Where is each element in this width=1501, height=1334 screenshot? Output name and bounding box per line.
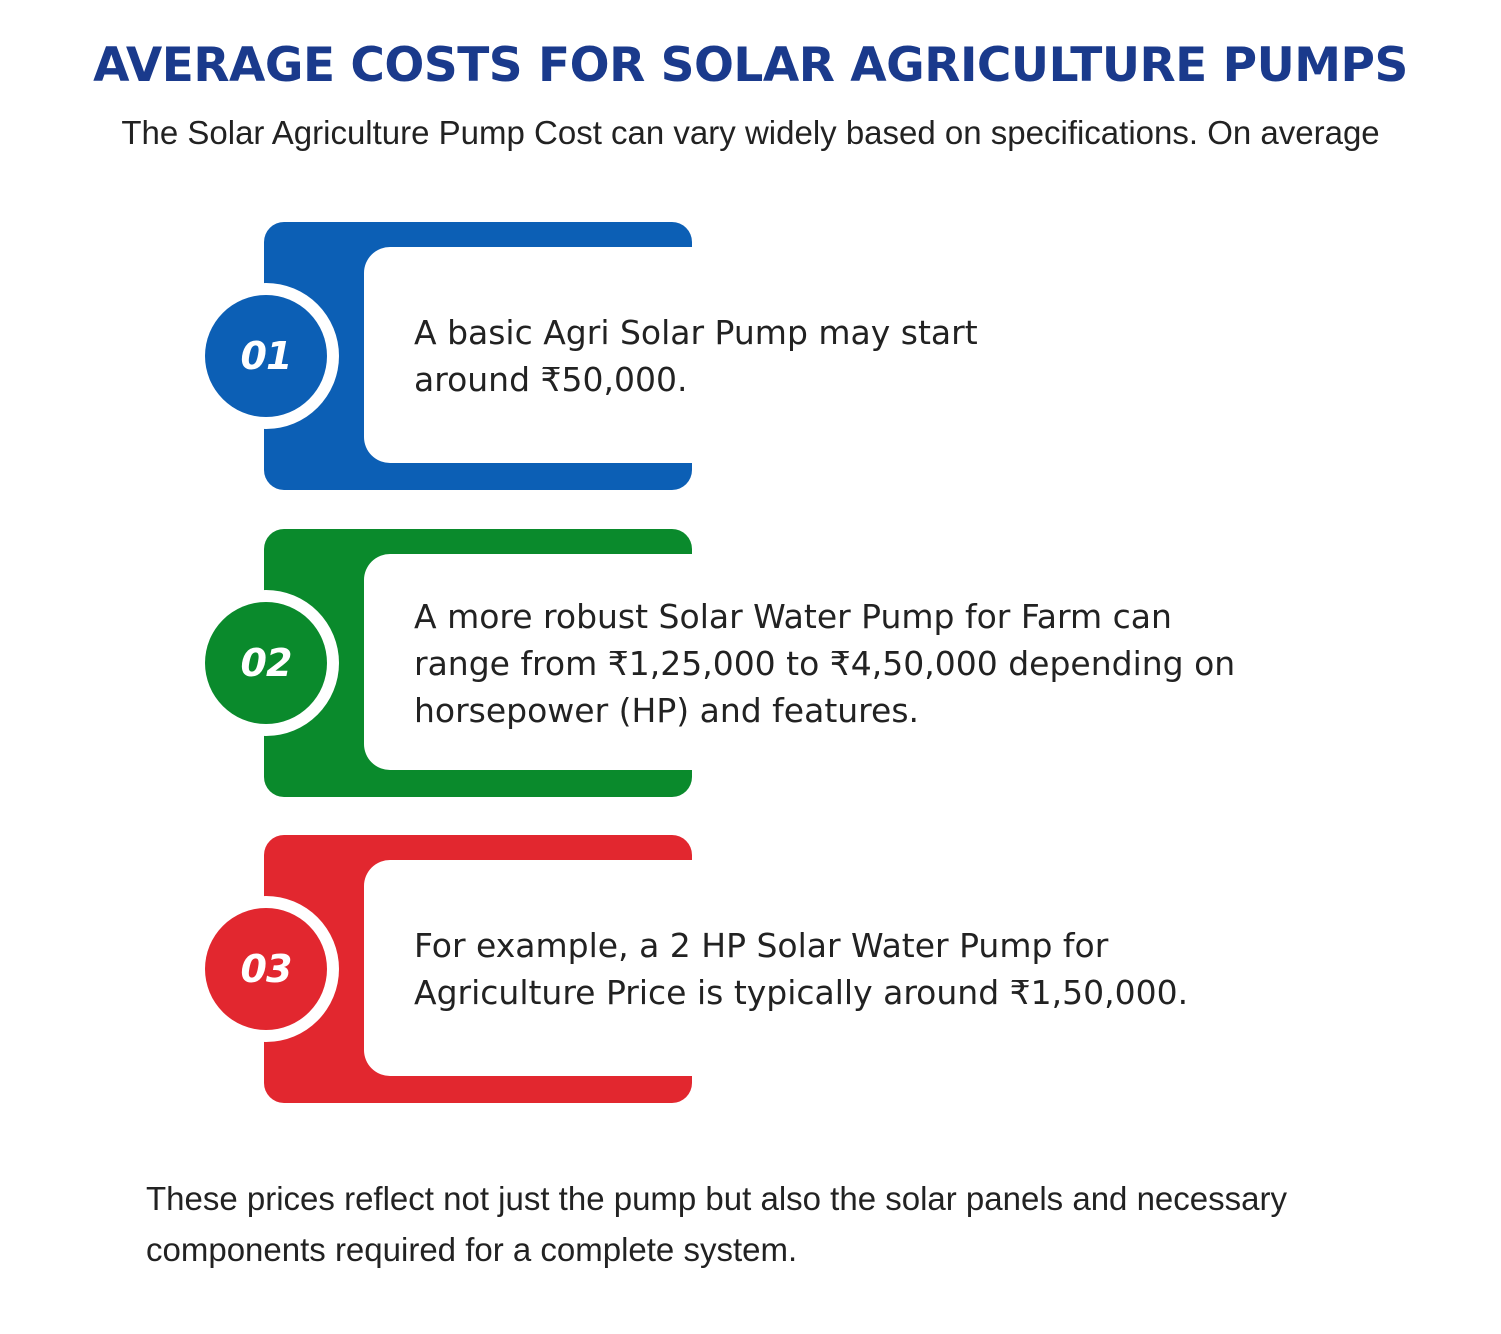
step-number: 01 — [240, 334, 293, 378]
step-number-badge: 02 — [205, 602, 327, 724]
page-title: AVERAGE COSTS FOR SOLAR AGRICULTURE PUMP… — [93, 38, 1408, 93]
step-card-3: 03 For example, a 2 HP Solar Water Pump … — [193, 835, 1400, 1103]
footer-note: These prices reflect not just the pump b… — [146, 1180, 1287, 1268]
step-number: 03 — [240, 947, 293, 991]
page-subtitle: The Solar Agriculture Pump Cost can vary… — [121, 114, 1380, 151]
step-card-2: 02 A more robust Solar Water Pump for Fa… — [193, 529, 1400, 797]
step-number: 02 — [240, 641, 293, 685]
step-card-1: 01 A basic Agri Solar Pump may start aro… — [193, 222, 1400, 490]
step-description: A more robust Solar Water Pump for Farm … — [414, 596, 1236, 730]
step-description: A basic Agri Solar Pump may start around… — [414, 313, 978, 399]
step-number-badge: 03 — [205, 908, 327, 1030]
step-number-badge: 01 — [205, 295, 327, 417]
step-description: For example, a 2 HP Solar Water Pump for… — [414, 926, 1189, 1012]
